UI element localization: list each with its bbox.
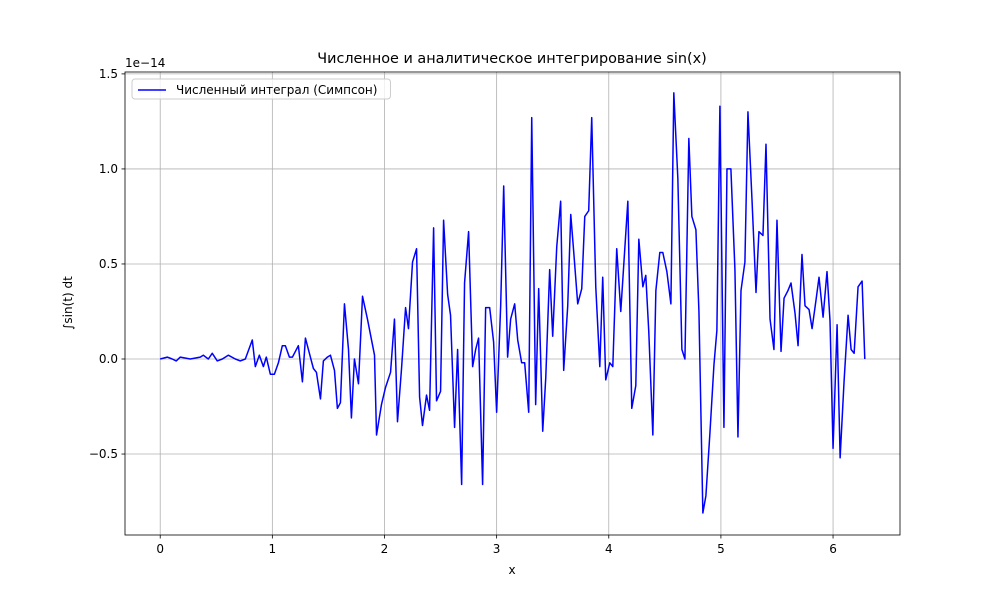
data-line — [160, 92, 866, 514]
x-tick-label: 3 — [493, 542, 501, 556]
y-axis-label: ∫sin(t) dt — [61, 276, 75, 330]
chart-title: Численное и аналитическое интегрирование… — [317, 51, 707, 67]
x-axis-label: x — [508, 563, 515, 577]
x-tick-label: 4 — [605, 542, 613, 556]
x-tick-label: 5 — [717, 542, 725, 556]
y-tick-label: 0.5 — [99, 257, 118, 271]
x-tick-label: 2 — [381, 542, 389, 556]
x-tick-label: 1 — [269, 542, 277, 556]
y-tick-label: −0.5 — [89, 447, 118, 461]
y-tick-label: 1.0 — [99, 162, 118, 176]
legend-label: Численный интеграл (Симпсон) — [176, 83, 377, 97]
legend-box — [131, 78, 391, 100]
offset-text: 1e−14 — [125, 56, 165, 70]
legend: Численный интеграл (Симпсон) — [131, 78, 391, 100]
y-tick-label: 1.5 — [99, 67, 118, 81]
y-tick-label: 0.0 — [99, 352, 118, 366]
plot-frame — [124, 71, 901, 536]
x-tick-label: 0 — [156, 542, 164, 556]
x-tick-label: 6 — [829, 542, 837, 556]
